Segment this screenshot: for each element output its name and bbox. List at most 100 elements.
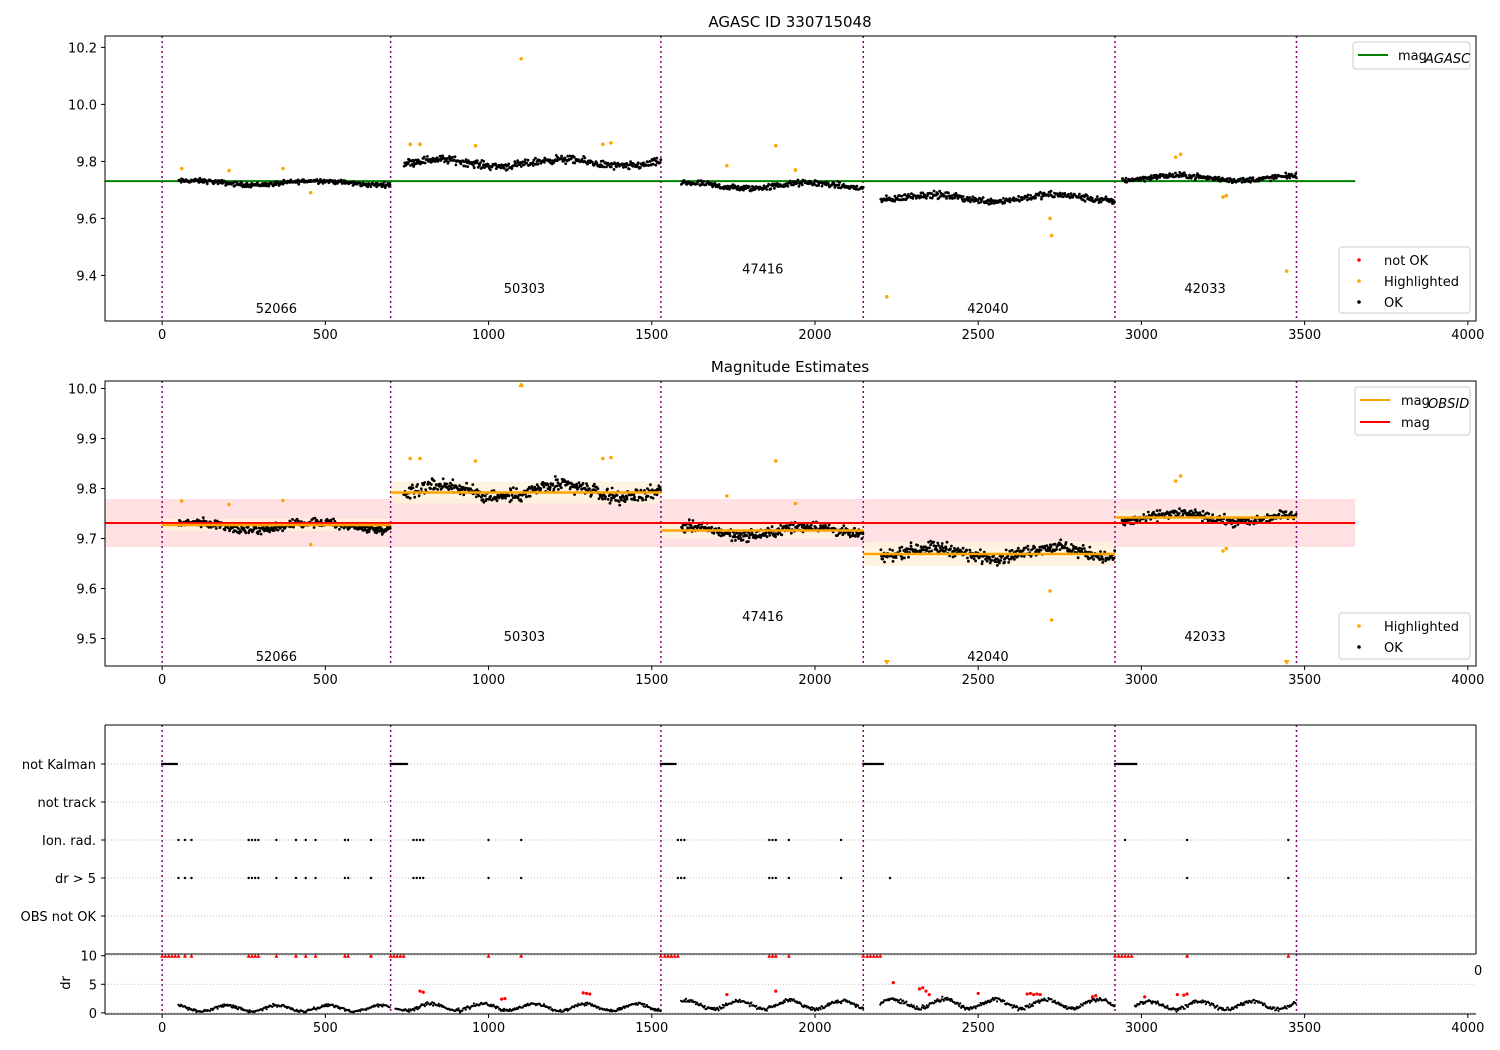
- ok-point: [282, 178, 286, 182]
- ok-point: [1192, 173, 1196, 177]
- p4-y-tick-label: 5: [89, 978, 97, 993]
- ok-point: [995, 560, 998, 564]
- ok-point: [569, 485, 572, 489]
- ok-point: [1003, 560, 1006, 564]
- flag-dr-point: [768, 876, 771, 880]
- flag-dr-point: [774, 876, 778, 880]
- flag-ion-rad-point: [247, 838, 250, 842]
- ok-point: [636, 161, 640, 165]
- dr-ok-point: [1285, 1007, 1288, 1010]
- p4-x-tick-label: 1000: [472, 1021, 505, 1036]
- dr-ok-point: [425, 1003, 428, 1006]
- highlighted-point: [1224, 193, 1229, 198]
- ok-point: [441, 154, 445, 158]
- ok-point: [472, 166, 476, 170]
- ok-point: [788, 179, 792, 183]
- ok-point: [1088, 545, 1092, 549]
- dr-ok-point: [1235, 1006, 1238, 1009]
- flag-ion-rad-point: [343, 838, 347, 842]
- ok-point: [654, 163, 658, 167]
- ok-point: [944, 545, 948, 549]
- ok-point: [749, 533, 752, 537]
- ok-point: [291, 518, 294, 521]
- ok-point: [1090, 196, 1094, 200]
- ok-point: [739, 536, 742, 540]
- ok-point: [606, 497, 610, 501]
- p4-x-tick-label: 0: [158, 1021, 166, 1036]
- ok-point: [416, 483, 419, 486]
- ok-point: [272, 529, 276, 532]
- obsid-label: 42033: [1184, 282, 1225, 297]
- dr-not-ok-point: [418, 989, 422, 993]
- ok-point: [352, 180, 356, 184]
- ok-point: [728, 534, 732, 538]
- ok-point: [747, 540, 750, 543]
- dr-ok-point: [1046, 999, 1049, 1003]
- flag-ion-rad-point: [768, 838, 771, 842]
- ok-point: [449, 481, 452, 485]
- ok-point: [551, 482, 555, 486]
- highlighted-clipped-marker: [518, 382, 525, 387]
- dr-ok-point: [636, 1003, 640, 1006]
- flag-category-label: not track: [37, 796, 96, 811]
- ok-point: [620, 162, 624, 166]
- dr-not-ok-point: [503, 996, 507, 1001]
- dr-ok-point: [789, 1000, 792, 1003]
- ok-point: [1024, 546, 1028, 550]
- flag-dr-point: [257, 876, 260, 880]
- ok-point: [540, 483, 544, 487]
- ok-point: [1103, 550, 1107, 554]
- highlighted-point: [418, 142, 422, 147]
- ok-point: [1171, 172, 1174, 176]
- ok-point: [633, 498, 637, 502]
- ok-point: [1008, 200, 1012, 204]
- dr-ok-point: [899, 998, 902, 1001]
- ok-point: [704, 183, 708, 187]
- p4-x-tick-label: 3500: [1288, 1021, 1321, 1036]
- ok-point: [980, 562, 984, 566]
- ok-point: [734, 539, 737, 542]
- ok-point: [940, 544, 944, 548]
- dr-ok-point: [1065, 1005, 1068, 1008]
- flag-dr-point: [422, 876, 425, 880]
- flag-category-label: Ion. rad.: [42, 834, 96, 849]
- ok-point: [552, 487, 556, 491]
- ok-point: [966, 199, 970, 203]
- ok-point: [510, 498, 513, 502]
- ok-point: [860, 537, 864, 540]
- flag-not-kalman-point: [1134, 762, 1138, 766]
- ok-point: [424, 488, 428, 491]
- ok-point: [207, 525, 211, 529]
- ok-point: [237, 527, 240, 530]
- ok-point: [1099, 550, 1102, 553]
- ok-point: [606, 487, 609, 491]
- flag-dr-point: [415, 876, 418, 880]
- ok-point: [702, 180, 705, 183]
- ok-point: [1049, 189, 1053, 193]
- ok-point: [974, 559, 977, 563]
- ok-point: [1249, 180, 1252, 184]
- dr-not-ok-point: [584, 991, 589, 996]
- ok-point: [649, 483, 652, 487]
- ok-point: [367, 530, 371, 533]
- ok-point: [966, 556, 969, 560]
- ok-point: [838, 181, 842, 184]
- highlighted-point: [281, 166, 285, 171]
- dr-not-ok-point: [1035, 992, 1039, 996]
- p2-x-tick-label: 1500: [635, 673, 668, 688]
- ok-point: [1275, 176, 1278, 180]
- ok-point: [736, 184, 740, 188]
- highlighted-point: [725, 163, 729, 168]
- ok-point: [358, 182, 362, 185]
- legend-marker: [1357, 624, 1361, 628]
- dr-not-ok-point: [1038, 992, 1042, 997]
- ok-point: [1078, 192, 1081, 196]
- p1-x-tick-label: 2000: [798, 328, 831, 343]
- ok-point: [952, 549, 956, 553]
- p2-x-tick-label: 2500: [962, 673, 995, 688]
- ok-point: [518, 493, 522, 497]
- ok-point: [979, 200, 983, 204]
- p1-x-tick-label: 2500: [962, 328, 995, 343]
- flag-dr-point: [679, 876, 683, 880]
- dr-ok-point: [990, 1000, 993, 1003]
